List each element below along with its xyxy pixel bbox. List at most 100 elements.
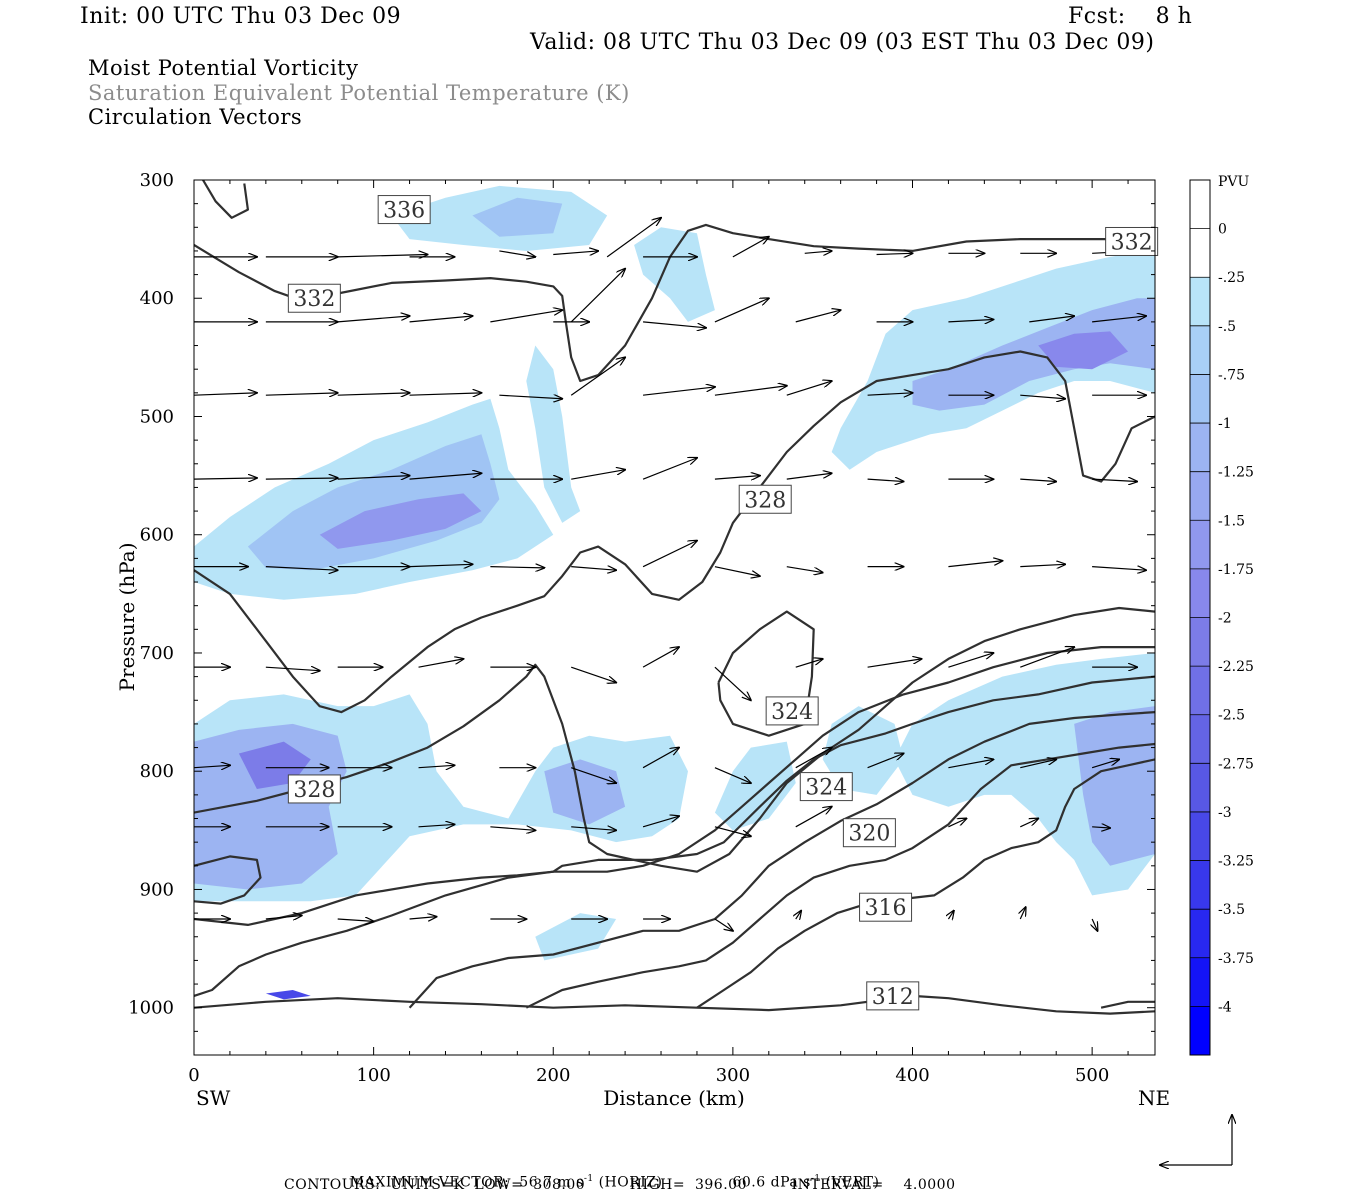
colorbar-level-label: -3 — [1218, 805, 1232, 821]
circulation-vector-10 — [876, 253, 913, 254]
circulation-vector-96 — [418, 824, 455, 826]
theta-contour-6 — [194, 646, 1155, 926]
colorbar-swatch — [1190, 957, 1210, 1007]
circulation-vector-65 — [1020, 564, 1065, 566]
contour-label-4: 328 — [287, 774, 341, 804]
y-tick-label: 700 — [140, 643, 174, 664]
theta-contour-4 — [717, 610, 815, 737]
pv-shade-region-15 — [634, 227, 715, 322]
theta-contour-5 — [194, 855, 262, 905]
x-tick-label: 400 — [895, 1065, 929, 1086]
circulation-vector-61 — [714, 566, 760, 576]
circulation-vector-88 — [795, 748, 832, 769]
circulation-vector-66 — [1092, 567, 1146, 571]
circulation-vector-5 — [553, 251, 598, 255]
circulation-vector-85 — [571, 767, 616, 783]
plot-frame — [193, 179, 1156, 1056]
contour-label-box — [377, 195, 431, 225]
colorbar-swatch — [1190, 277, 1210, 326]
theta-contour-9 — [525, 742, 1155, 1009]
pv-shade-region-13 — [472, 197, 563, 237]
colorbar-level-label: -.5 — [1218, 319, 1236, 335]
colorbar-swatch — [1190, 471, 1210, 521]
circulation-vector-100 — [714, 826, 751, 836]
y-tick-label: 500 — [140, 406, 174, 427]
y-tick-label: 600 — [140, 525, 174, 546]
circulation-vector-60 — [642, 541, 697, 568]
circulation-vector-68 — [265, 667, 320, 671]
y-tick-label: 900 — [140, 879, 174, 900]
reference-vector — [1160, 1115, 1232, 1165]
circulation-vector-78 — [1020, 647, 1074, 668]
circulation-vector-97 — [490, 827, 535, 831]
colorbar-level-label: -1.25 — [1218, 465, 1254, 481]
circulation-vector-75 — [795, 659, 823, 668]
colorbar-level-label: -2.5 — [1218, 708, 1245, 724]
contour-label-1: 332 — [287, 283, 341, 313]
colorbar-level-label: -4 — [1218, 999, 1232, 1015]
circulation-vector-62 — [786, 566, 823, 573]
circulation-vector-50 — [867, 479, 904, 481]
circulation-vector-44 — [409, 473, 482, 480]
max-vector-horiz-value: MAXIMUM VECTOR: 56.7 m s — [349, 1174, 584, 1191]
circulation-vector-9 — [804, 251, 832, 253]
circulation-vector-106 — [265, 915, 302, 919]
pv-shade-region-1 — [247, 434, 500, 571]
pv-shade-region-2 — [319, 493, 482, 549]
theta-contour-3 — [194, 606, 1155, 873]
y-axis-label: Pressure (hPa) — [115, 543, 139, 692]
contour-label-7: 320 — [842, 818, 896, 848]
circulation-vector-8 — [732, 237, 769, 258]
contour-label-text: 332 — [293, 287, 335, 312]
contour-info: CONTOURS: UNITS=K LOW= 308.00 HIGH= 396.… — [284, 1177, 956, 1193]
theta-contour-0 — [202, 180, 249, 219]
circulation-vector-90 — [948, 759, 993, 769]
circulation-vector-31 — [409, 393, 482, 395]
circulation-vector-74 — [714, 666, 751, 700]
colorbar-swatch — [1190, 325, 1210, 375]
pv-shade-region-10 — [894, 652, 1155, 896]
contour-label-box — [866, 981, 920, 1011]
circulation-vector-43 — [337, 476, 410, 480]
circulation-vector-57 — [409, 564, 473, 566]
circulation-vector-112 — [714, 918, 733, 931]
circulation-vector-52 — [1020, 479, 1056, 481]
colorbar-level-label: -3.25 — [1218, 854, 1254, 870]
contour-label-8: 316 — [859, 892, 913, 922]
colorbar-swatch — [1190, 1006, 1210, 1055]
contour-label-box — [842, 818, 896, 848]
circulation-vector-83 — [418, 765, 455, 767]
colorbar-swatch — [1190, 714, 1210, 764]
circulation-vector-114 — [948, 911, 953, 919]
colorbar-swatch — [1190, 763, 1210, 812]
circulation-vector-89 — [867, 753, 904, 769]
theta-contour-7 — [194, 675, 1155, 997]
colorbar-level-label: -3.75 — [1218, 951, 1254, 967]
x-axis-label: Distance (km) — [603, 1086, 745, 1110]
circulation-vector-92 — [1091, 759, 1119, 769]
circulation-vector-37 — [867, 393, 913, 395]
colorbar-swatch — [1190, 180, 1210, 229]
colorbar-swatch — [1190, 374, 1210, 424]
circulation-vector-115 — [1020, 907, 1025, 920]
circulation-vector-17 — [409, 316, 473, 323]
x-tick-label: 500 — [1075, 1065, 1109, 1086]
contour-label-0: 336 — [377, 195, 431, 225]
circulation-vector-21 — [643, 321, 706, 328]
contour-label-6: 324 — [799, 772, 853, 802]
theta-contour-11 — [194, 994, 1155, 1015]
y-tick-label: 300 — [140, 170, 174, 191]
max-vector-horiz-label: (HORIZ) — [598, 1174, 663, 1191]
init-time: Init: 00 UTC Thu 03 Dec 09 — [80, 4, 402, 29]
circulation-vector-16 — [337, 316, 410, 323]
contour-label-3: 328 — [738, 484, 792, 514]
contour-label-text: 324 — [771, 700, 813, 725]
x-tick-label: 100 — [356, 1065, 390, 1086]
colorbar-swatch — [1190, 520, 1210, 569]
x-right-end-label: NE — [1138, 1086, 1170, 1110]
forecast-hour: Fcst: 8 h — [1068, 4, 1193, 29]
contour-label-text: 336 — [383, 199, 425, 224]
contour-label-box — [287, 774, 341, 804]
colorbar-level-label: -.75 — [1218, 367, 1245, 383]
max-vector-vert-label: (VERT) — [825, 1174, 880, 1191]
